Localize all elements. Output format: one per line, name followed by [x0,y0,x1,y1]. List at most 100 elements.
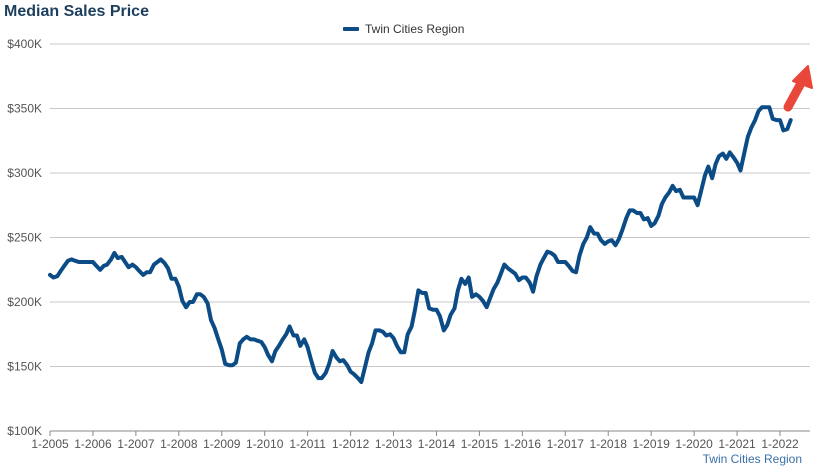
data-point[interactable] [212,325,217,330]
data-point[interactable] [742,150,747,155]
data-point[interactable] [577,253,582,258]
data-point[interactable] [266,352,271,357]
data-point[interactable] [162,261,167,266]
data-point[interactable] [724,156,729,161]
data-point[interactable] [484,305,489,310]
data-point[interactable] [323,370,328,375]
data-point[interactable] [298,343,303,348]
data-point[interactable] [480,298,485,303]
data-point[interactable] [434,307,439,312]
data-point[interactable] [595,231,600,236]
data-point[interactable] [670,183,675,188]
data-point[interactable] [667,190,672,195]
data-point[interactable] [491,287,496,292]
data-point[interactable] [695,203,700,208]
data-point[interactable] [448,312,453,317]
data-point[interactable] [362,365,367,370]
data-point[interactable] [423,291,428,296]
data-point[interactable] [749,125,754,130]
data-point[interactable] [284,332,289,337]
data-point[interactable] [566,263,571,268]
data-point[interactable] [312,370,317,375]
data-point[interactable] [94,263,99,268]
data-point[interactable] [735,160,740,165]
data-point[interactable] [581,241,586,246]
data-point[interactable] [527,280,532,285]
data-point[interactable] [531,289,536,294]
data-point[interactable] [184,305,189,310]
data-point[interactable] [173,276,178,281]
data-point[interactable] [98,267,103,272]
data-point[interactable] [495,280,500,285]
data-point[interactable] [345,363,350,368]
data-point[interactable] [216,337,221,342]
data-point[interactable] [502,262,507,267]
data-point[interactable] [638,211,643,216]
data-point[interactable] [166,266,171,271]
data-point[interactable] [713,162,718,167]
data-point[interactable] [609,238,614,243]
data-point[interactable] [756,109,761,114]
data-point[interactable] [455,288,460,293]
series-line-twin-cities[interactable] [48,105,793,384]
data-point[interactable] [452,306,457,311]
data-point[interactable] [180,298,185,303]
data-point[interactable] [58,269,63,274]
data-point[interactable] [402,350,407,355]
data-point[interactable] [123,260,128,265]
data-point[interactable] [620,227,625,232]
data-point[interactable] [201,294,206,299]
data-point[interactable] [219,347,224,352]
data-point[interactable] [109,257,114,262]
data-point[interactable] [699,187,704,192]
data-point[interactable] [588,225,593,230]
data-point[interactable] [702,173,707,178]
data-point[interactable] [720,151,725,156]
data-point[interactable] [441,328,446,333]
data-point[interactable] [645,216,650,221]
data-point[interactable] [380,329,385,334]
data-point[interactable] [262,345,267,350]
data-point[interactable] [294,333,299,338]
data-point[interactable] [388,332,393,337]
data-point[interactable] [370,341,375,346]
data-point[interactable] [788,118,793,123]
data-point[interactable] [209,318,214,323]
data-point[interactable] [391,336,396,341]
data-point[interactable] [133,265,138,270]
data-point[interactable] [477,294,482,299]
data-point[interactable] [523,275,528,280]
data-point[interactable] [305,345,310,350]
data-point[interactable] [463,281,468,286]
data-point[interactable] [276,343,281,348]
legend[interactable]: Twin Cities Region [343,22,464,36]
data-point[interactable] [90,260,95,265]
data-point[interactable] [355,376,360,381]
data-point[interactable] [563,260,568,265]
data-point[interactable] [62,263,67,268]
data-point[interactable] [613,243,618,248]
data-point[interactable] [778,118,783,123]
data-point[interactable] [395,343,400,348]
data-point[interactable] [445,323,450,328]
data-point[interactable] [176,284,181,289]
data-point[interactable] [366,350,371,355]
data-point[interactable] [534,274,539,279]
data-point[interactable] [359,380,364,385]
data-point[interactable] [409,324,414,329]
data-point[interactable] [334,355,339,360]
data-point[interactable] [330,349,335,354]
data-point[interactable] [706,164,711,169]
data-point[interactable] [302,337,307,342]
data-point[interactable] [598,238,603,243]
data-point[interactable] [405,332,410,337]
data-point[interactable] [413,307,418,312]
data-point[interactable] [309,358,314,363]
data-point[interactable] [55,274,60,279]
data-point[interactable] [513,271,518,276]
data-point[interactable] [148,270,153,275]
data-point[interactable] [538,262,543,267]
data-point[interactable] [287,324,292,329]
data-point[interactable] [498,271,503,276]
data-point[interactable] [233,360,238,365]
